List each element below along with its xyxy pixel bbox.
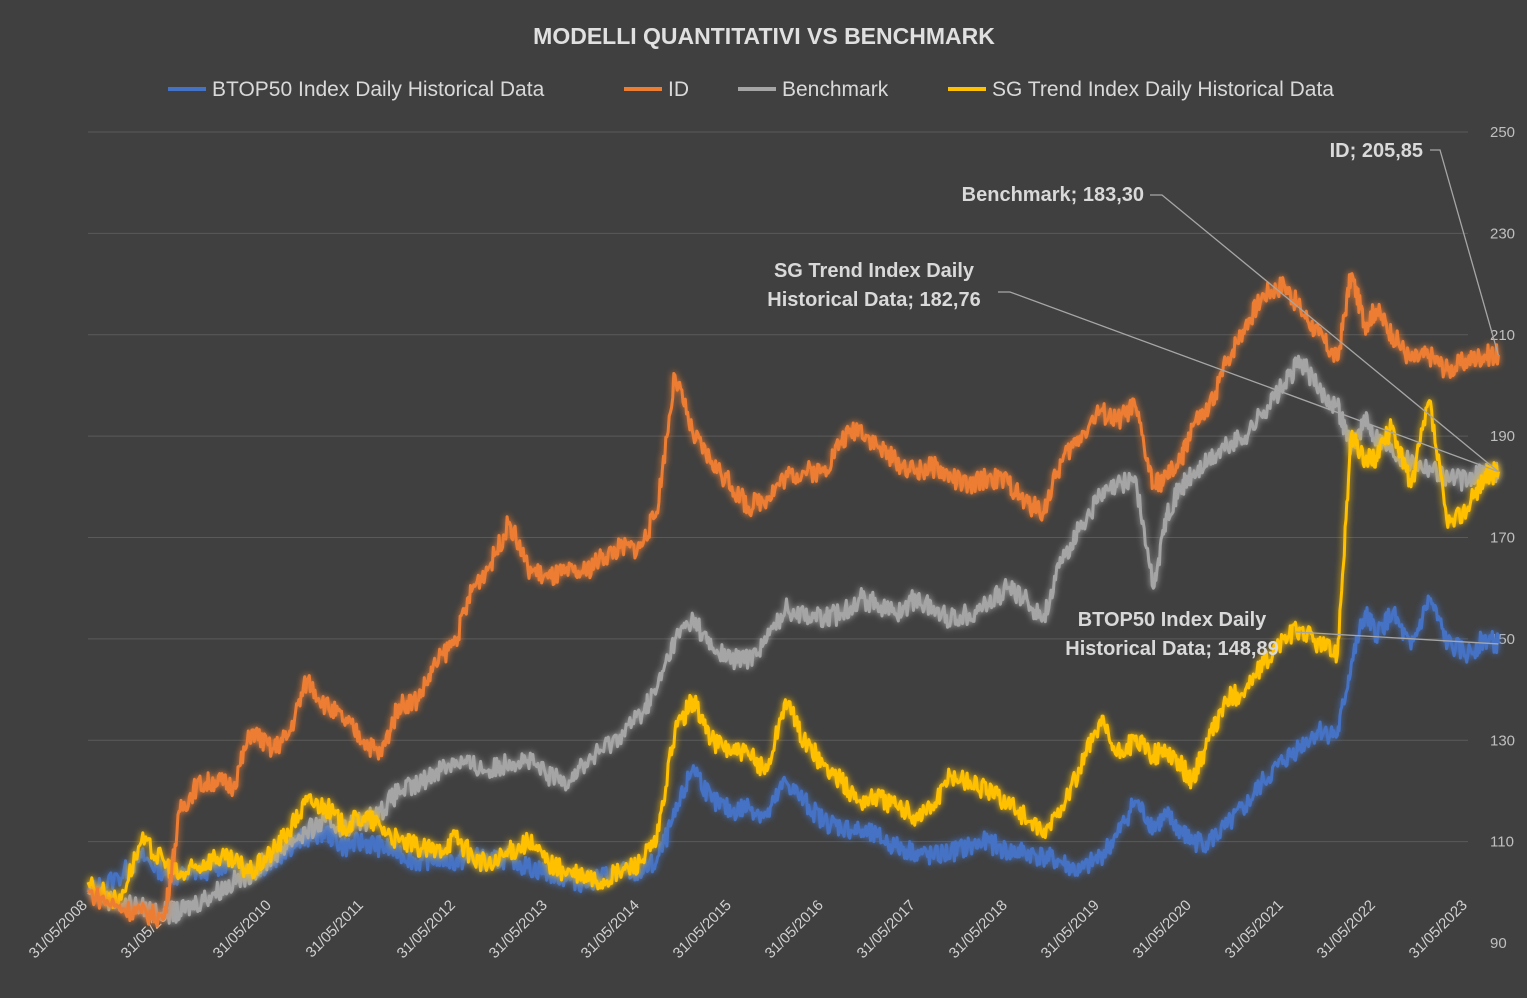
y-tick-label-130: 130 xyxy=(1490,732,1515,749)
x-tick-label-8: 31/05/2016 xyxy=(762,897,827,962)
x-tick-label-0: 31/05/2008 xyxy=(26,897,91,962)
callout-sg-trend-line1: SG Trend Index Daily xyxy=(774,260,975,282)
callout-sg-trend-line2: Historical Data; 182,76 xyxy=(767,289,980,311)
callout-btop50-line2: Historical Data; 148,89 xyxy=(1065,638,1278,660)
legend-label-sg-trend: SG Trend Index Daily Historical Data xyxy=(992,78,1334,101)
legend-label-btop50: BTOP50 Index Daily Historical Data xyxy=(212,78,545,101)
leader-sg-trend xyxy=(998,291,1499,473)
callout-id: ID; 205,85 xyxy=(1330,140,1423,162)
series-line-3 xyxy=(86,399,1500,909)
x-tick-label-6: 31/05/2014 xyxy=(578,897,643,962)
legend-label-benchmark: Benchmark xyxy=(782,78,889,101)
y-tick-label-190: 190 xyxy=(1490,428,1515,445)
y-tick-label-250: 250 xyxy=(1490,124,1515,141)
chart-title: MODELLI QUANTITATIVI VS BENCHMARK xyxy=(533,23,995,49)
x-tick-label-4: 31/05/2012 xyxy=(394,897,459,962)
x-tick-label-12: 31/05/2020 xyxy=(1130,897,1195,962)
y-tick-label-170: 170 xyxy=(1490,530,1515,547)
legend-label-id: ID xyxy=(668,78,689,101)
legend: BTOP50 Index Daily Historical Data ID Be… xyxy=(168,78,1334,101)
leader-benchmark xyxy=(1150,194,1499,473)
x-tick-label-14: 31/05/2022 xyxy=(1314,897,1379,962)
callout-leaders xyxy=(998,149,1499,645)
y-tick-label-90: 90 xyxy=(1490,935,1507,952)
x-axis-ticks: 31/05/2008 31/05/2009 31/05/2010 31/05/2011… xyxy=(26,897,1471,962)
y-tick-label-230: 230 xyxy=(1490,225,1515,242)
x-tick-label-5: 31/05/2013 xyxy=(486,897,551,962)
x-tick-label-3: 31/05/2011 xyxy=(303,897,367,961)
x-tick-label-15: 31/05/2023 xyxy=(1406,897,1471,962)
series-line-0 xyxy=(86,594,1500,898)
x-tick-label-7: 31/05/2015 xyxy=(670,897,735,962)
y-tick-label-210: 210 xyxy=(1490,327,1515,344)
leader-btop50 xyxy=(1295,631,1499,645)
callout-btop50-line1: BTOP50 Index Daily xyxy=(1078,609,1267,631)
series-lines xyxy=(86,272,1500,928)
x-tick-label-10: 31/05/2018 xyxy=(946,897,1011,962)
leader-id xyxy=(1430,149,1499,356)
callout-labels: ID; 205,85 Benchmark; 183,30 SG Trend In… xyxy=(767,140,1423,660)
series-line-1 xyxy=(87,272,1500,928)
callout-benchmark: Benchmark; 183,30 xyxy=(962,184,1144,206)
x-tick-label-13: 31/05/2021 xyxy=(1222,897,1287,962)
x-tick-label-11: 31/05/2019 xyxy=(1038,897,1103,962)
x-tick-label-9: 31/05/2017 xyxy=(854,897,919,962)
y-tick-label-110: 110 xyxy=(1490,834,1514,851)
x-tick-label-2: 31/05/2010 xyxy=(210,897,275,962)
